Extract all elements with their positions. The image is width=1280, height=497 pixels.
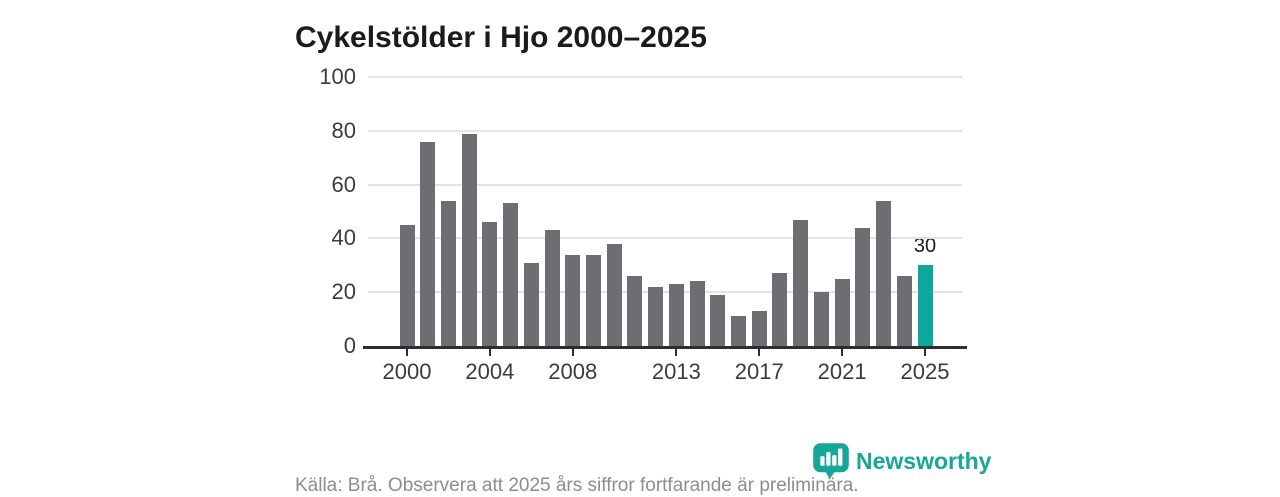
x-axis-label: 2025 bbox=[900, 359, 950, 384]
y-axis-label: 20 bbox=[331, 279, 356, 305]
gridline bbox=[368, 237, 962, 240]
bar-2010 bbox=[606, 243, 622, 346]
source-note: Källa: Brå. Observera att 2025 års siffr… bbox=[295, 475, 859, 496]
bar-2015 bbox=[710, 294, 726, 346]
highlight-value-label: 30 bbox=[913, 235, 937, 258]
x-axis-tick bbox=[758, 349, 761, 356]
x-axis-line bbox=[363, 346, 967, 349]
gridline bbox=[368, 129, 962, 132]
x-axis-tick bbox=[406, 349, 408, 356]
x-axis-tick bbox=[571, 349, 574, 356]
bar-2001 bbox=[420, 141, 436, 346]
y-axis-labels: 0 20 40 60 80 100 bbox=[286, 66, 356, 357]
y-axis-label: 40 bbox=[331, 225, 356, 251]
bar-2012 bbox=[648, 286, 664, 346]
x-axis-label: 2000 bbox=[382, 359, 432, 384]
newsworthy-logo-text: Newsworthy bbox=[856, 447, 992, 474]
gridline bbox=[368, 183, 962, 186]
x-axis-tick bbox=[924, 349, 926, 356]
bar-2020 bbox=[813, 292, 829, 346]
x-axis-tick bbox=[841, 349, 844, 356]
x-axis-tick bbox=[675, 349, 678, 356]
newsworthy-logo: Newsworthy bbox=[812, 442, 991, 480]
newsworthy-logo-icon bbox=[813, 443, 849, 480]
bar-2019 bbox=[793, 219, 809, 346]
y-axis-label: 0 bbox=[343, 333, 356, 358]
bar-2022 bbox=[855, 227, 871, 346]
gridline bbox=[368, 291, 962, 294]
x-axis-label: 2021 bbox=[817, 359, 867, 384]
bar-2017 bbox=[751, 311, 767, 346]
x-axis-label: 2008 bbox=[548, 359, 598, 384]
bar-2021 bbox=[834, 278, 850, 346]
x-axis: 2000 2004 2008 2013 2017 2021 2025 bbox=[363, 346, 967, 386]
chart-title: Cykelstölder i Hjo 2000–2025 bbox=[295, 21, 707, 55]
x-axis-label: 2017 bbox=[734, 359, 784, 384]
bar-2018 bbox=[772, 273, 788, 346]
bar-2009 bbox=[585, 254, 601, 346]
y-axis-label: 100 bbox=[319, 64, 356, 89]
x-axis-tick bbox=[488, 349, 491, 356]
bar-2023 bbox=[876, 200, 892, 346]
plot-area: 30 bbox=[368, 76, 962, 346]
y-axis-label: 80 bbox=[331, 117, 356, 143]
bar-2004 bbox=[482, 222, 498, 346]
bar-2003 bbox=[461, 133, 477, 346]
bar-2005 bbox=[503, 203, 519, 346]
bar-2002 bbox=[440, 200, 456, 346]
bar-2014 bbox=[689, 281, 705, 346]
gridline bbox=[368, 76, 962, 78]
bar-2025 bbox=[917, 265, 933, 346]
x-axis-label: 2004 bbox=[465, 359, 515, 384]
bar-2008 bbox=[565, 254, 581, 346]
bar-2013 bbox=[668, 284, 684, 346]
y-axis-label: 60 bbox=[331, 171, 356, 197]
x-axis-label: 2013 bbox=[651, 359, 701, 384]
bar-2011 bbox=[627, 276, 643, 346]
bar-2024 bbox=[896, 276, 912, 346]
bar-2006 bbox=[523, 262, 539, 346]
bar-2016 bbox=[731, 316, 747, 346]
bar-2007 bbox=[544, 230, 560, 346]
bar-2000 bbox=[399, 224, 415, 346]
